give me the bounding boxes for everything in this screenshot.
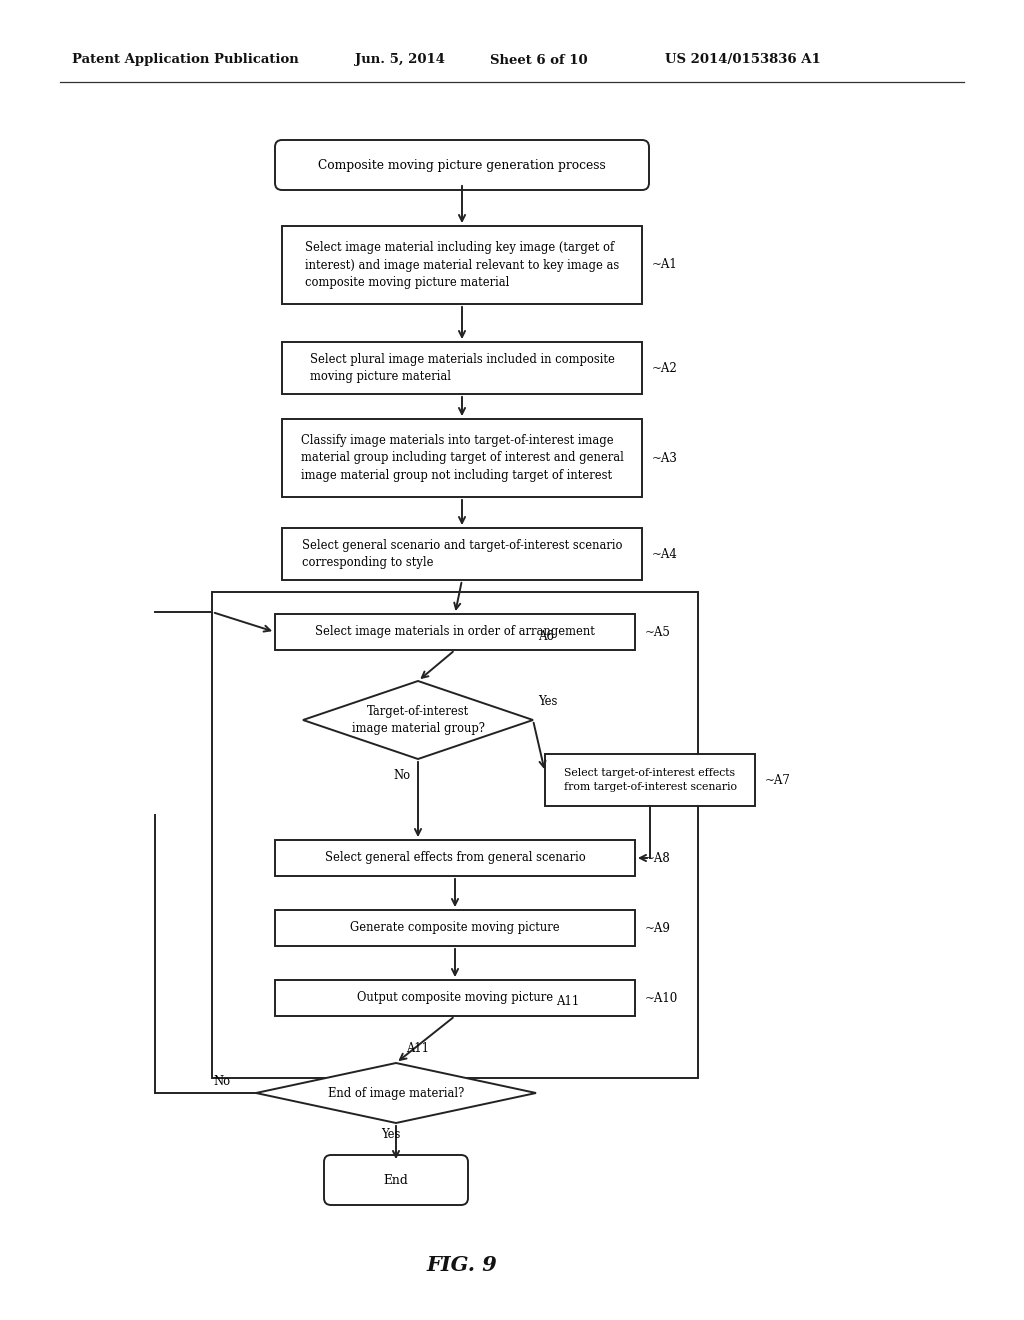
Text: ~A10: ~A10 [645, 991, 678, 1005]
Text: A6: A6 [538, 630, 554, 643]
Text: Select general effects from general scenario: Select general effects from general scen… [325, 851, 586, 865]
Text: ~A8: ~A8 [645, 851, 671, 865]
Text: Composite moving picture generation process: Composite moving picture generation proc… [318, 158, 606, 172]
Bar [275, 840, 635, 876]
Text: ~A5: ~A5 [645, 626, 671, 639]
Text: Output composite moving picture: Output composite moving picture [357, 991, 553, 1005]
Text: Select image materials in order of arrangement: Select image materials in order of arran… [315, 626, 595, 639]
Bar [275, 909, 635, 946]
Text: US 2014/0153836 A1: US 2014/0153836 A1 [665, 54, 821, 66]
Text: Select general scenario and target-of-interest scenario
corresponding to style: Select general scenario and target-of-in… [302, 539, 623, 569]
Text: Select image material including key image (target of
interest) and image materia: Select image material including key imag… [305, 242, 620, 289]
Polygon shape [303, 681, 534, 759]
Text: Generate composite moving picture: Generate composite moving picture [350, 921, 560, 935]
Text: Sheet 6 of 10: Sheet 6 of 10 [490, 54, 588, 66]
Text: Target-of-interest
image material group?: Target-of-interest image material group? [351, 705, 484, 735]
Bar [212, 591, 698, 1078]
Text: A11: A11 [406, 1041, 429, 1055]
Bar [545, 754, 755, 807]
Bar [282, 418, 642, 498]
Text: Patent Application Publication: Patent Application Publication [72, 54, 299, 66]
Text: ~A7: ~A7 [765, 774, 791, 787]
Text: Yes: Yes [538, 696, 557, 708]
Text: ~A2: ~A2 [652, 362, 678, 375]
Text: Yes: Yes [381, 1129, 400, 1140]
Text: Classify image materials into target-of-interest image
material group including : Classify image materials into target-of-… [301, 434, 624, 482]
Bar [282, 226, 642, 304]
Bar [282, 528, 642, 579]
Text: Select target-of-interest effects
from target-of-interest scenario: Select target-of-interest effects from t… [563, 768, 736, 792]
Text: Select plural image materials included in composite
moving picture material: Select plural image materials included i… [309, 352, 614, 383]
Bar [275, 979, 635, 1016]
FancyBboxPatch shape [275, 140, 649, 190]
Text: No: No [214, 1074, 231, 1088]
Text: ~A9: ~A9 [645, 921, 671, 935]
FancyBboxPatch shape [324, 1155, 468, 1205]
Bar [275, 614, 635, 649]
Text: End: End [384, 1173, 409, 1187]
Text: Jun. 5, 2014: Jun. 5, 2014 [355, 54, 445, 66]
Text: End of image material?: End of image material? [328, 1086, 464, 1100]
Text: ~A3: ~A3 [652, 451, 678, 465]
Text: ~A1: ~A1 [652, 259, 678, 272]
Bar [282, 342, 642, 393]
Text: FIG. 9: FIG. 9 [427, 1255, 498, 1275]
Polygon shape [256, 1063, 536, 1123]
Text: A11: A11 [556, 995, 580, 1008]
Text: No: No [393, 770, 410, 781]
Text: ~A4: ~A4 [652, 548, 678, 561]
